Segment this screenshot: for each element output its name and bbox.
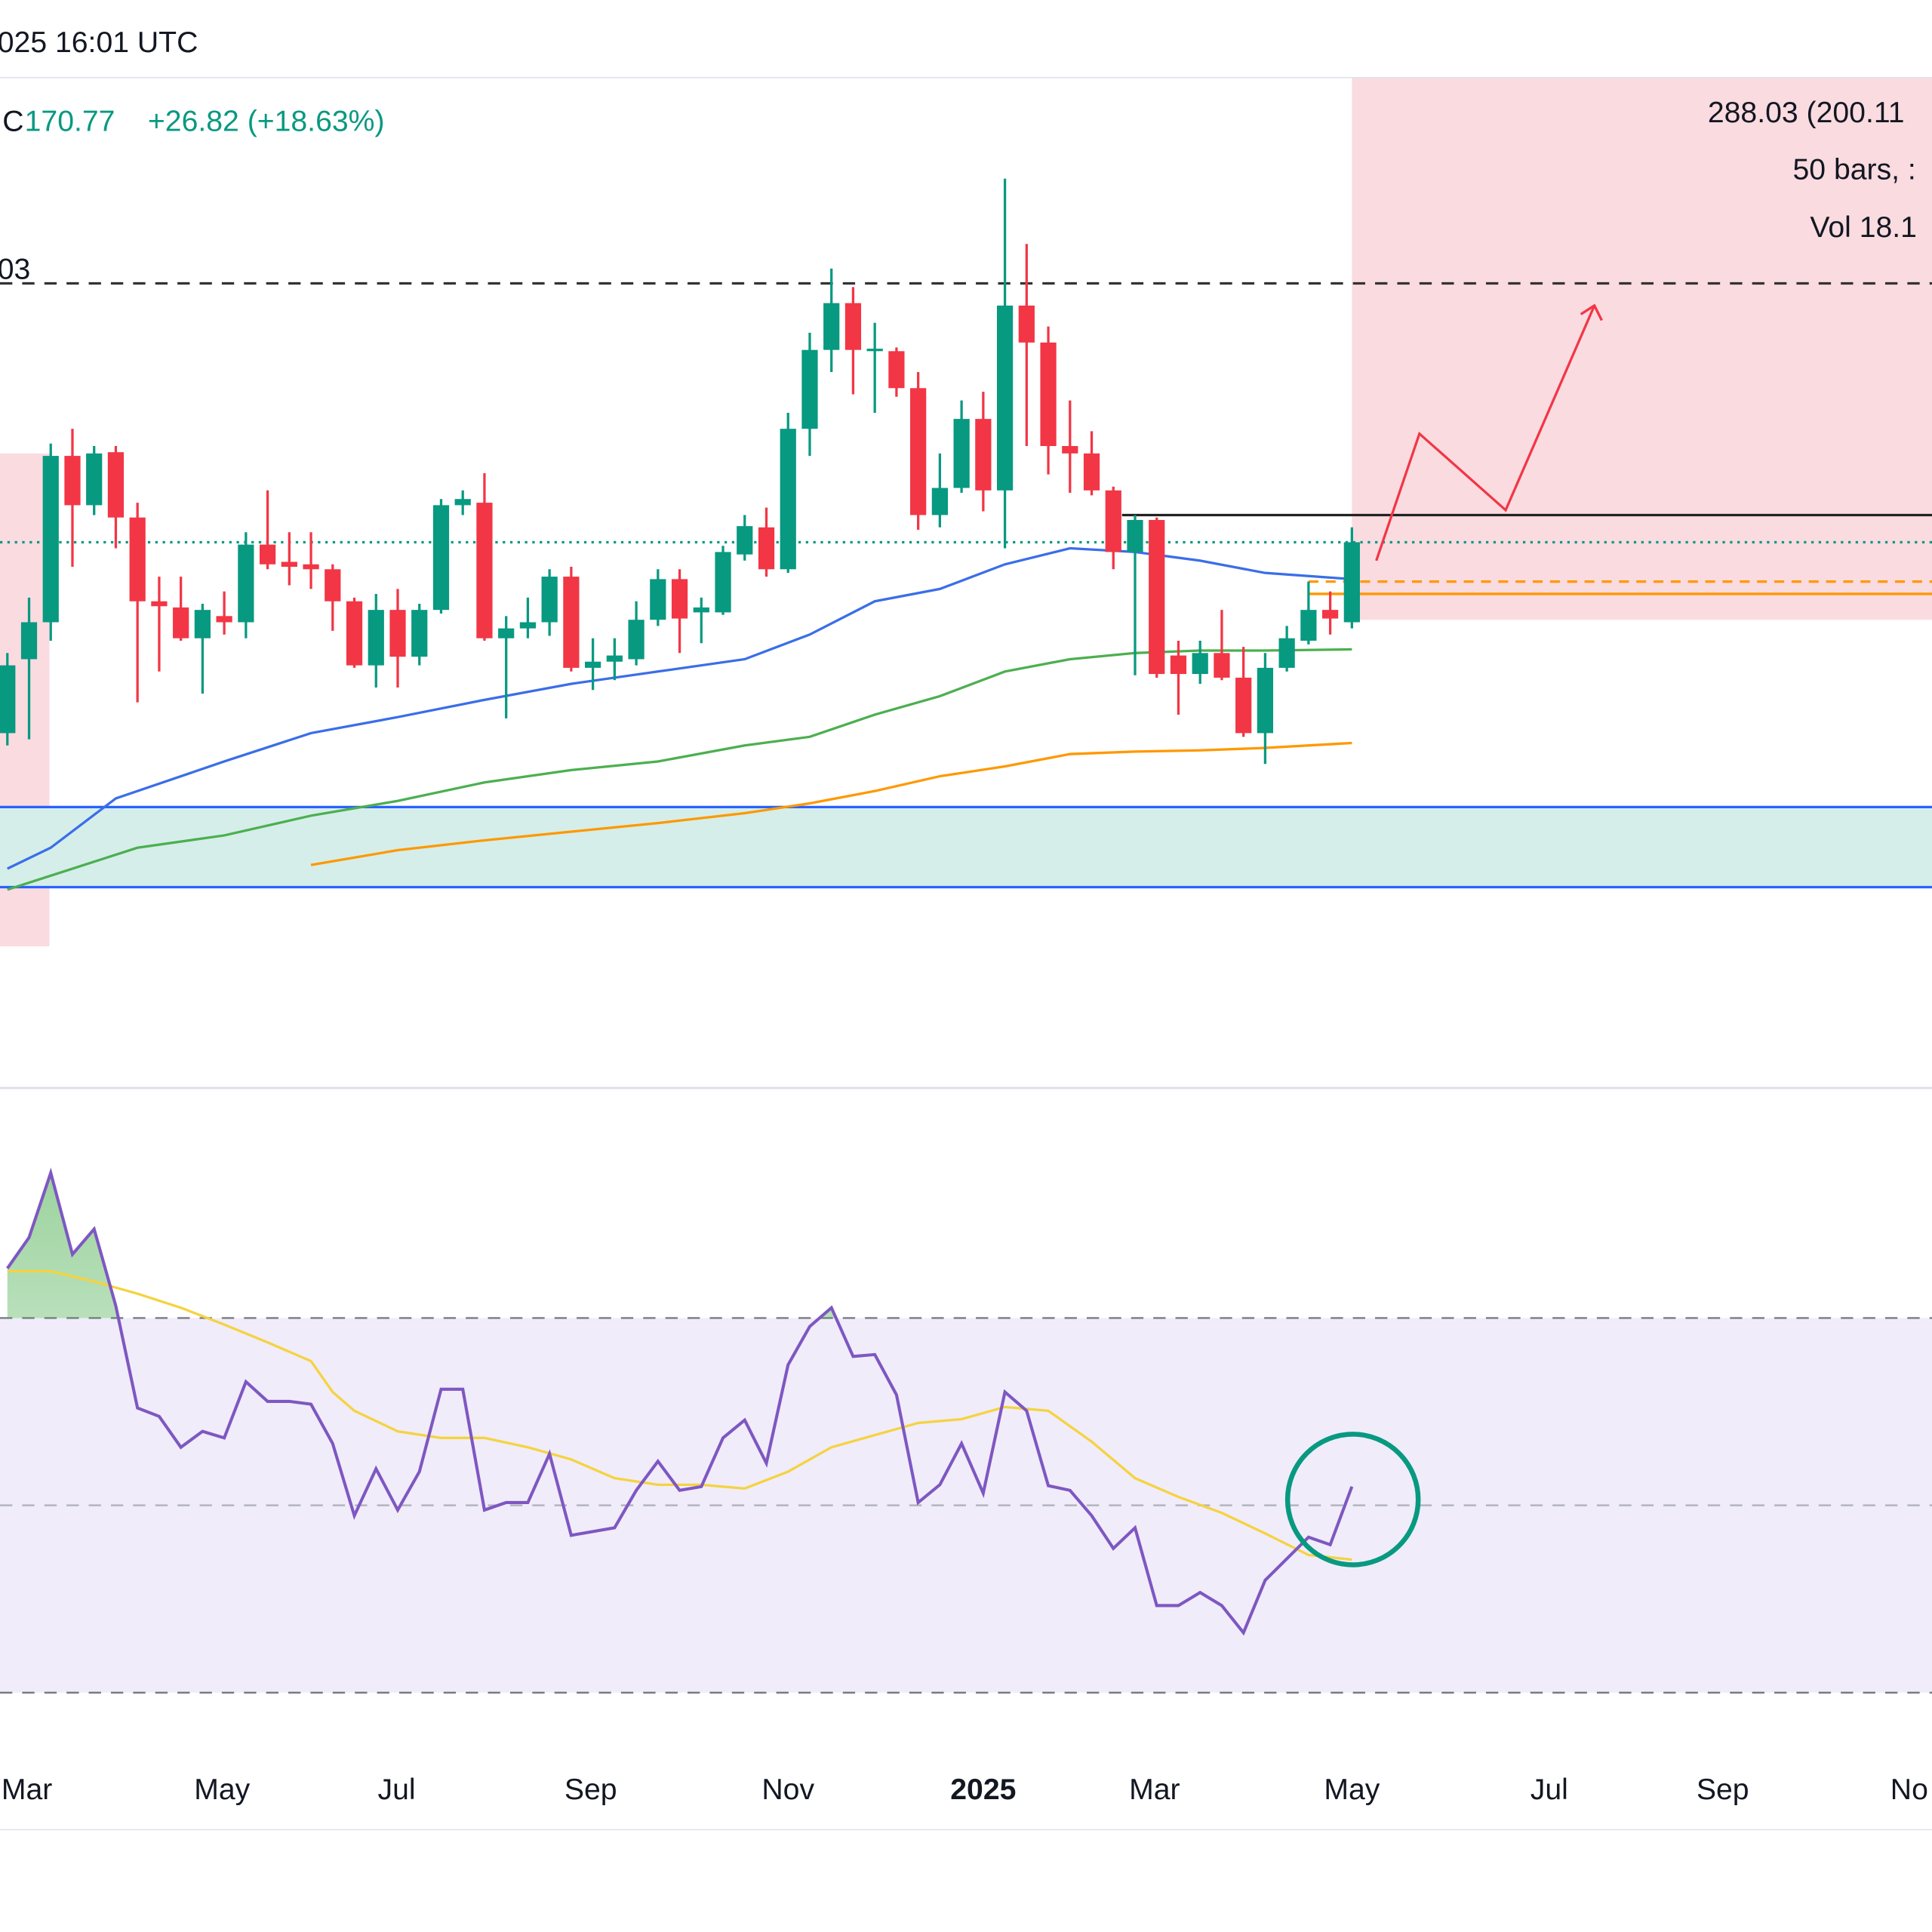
candle-body (931, 488, 948, 515)
candle-body (1343, 542, 1360, 623)
candle-body (844, 303, 862, 350)
support-zone (0, 807, 1932, 888)
candle-body (628, 620, 645, 660)
range-box (1352, 77, 1932, 620)
x-tick-label: Sep (1697, 1774, 1749, 1806)
candle-body (64, 456, 81, 506)
candle-body (325, 569, 341, 601)
candle-body (1127, 519, 1143, 552)
candle-body (1083, 453, 1100, 491)
candle-body (151, 601, 168, 607)
series-line (6, 1168, 1354, 1636)
candle-body (20, 622, 38, 660)
candle-body (953, 419, 970, 488)
candle-body (173, 607, 189, 638)
candle-body (780, 429, 796, 570)
level-label: 03 (0, 254, 30, 286)
x-tick-label: Nov (761, 1774, 814, 1806)
candle-body (910, 388, 927, 515)
candle-body (1192, 653, 1208, 675)
candle-body (1040, 342, 1057, 447)
candle-body (866, 349, 883, 352)
highlight-circle (1284, 1432, 1421, 1567)
candle-body (996, 305, 1014, 491)
candle-body (541, 577, 558, 623)
candle-body (107, 452, 125, 518)
background-layer (0, 77, 1932, 1693)
x-tick-label: Sep (565, 1774, 617, 1806)
candle-body (975, 419, 992, 491)
x-tick-label: May (1324, 1774, 1380, 1806)
series-line (7, 1269, 1352, 1561)
x-tick-label: Jul (378, 1774, 416, 1806)
candle-body (585, 661, 601, 668)
candle-body (476, 503, 493, 638)
candle-body (303, 564, 319, 570)
close-value: 170.77 (25, 106, 115, 138)
candle-body (1214, 653, 1230, 678)
candle-body (1170, 655, 1187, 675)
candle-body (346, 601, 363, 666)
measure-label: Vol 18.1 (1810, 211, 1917, 244)
candle-body (737, 526, 753, 555)
candle-body (1300, 610, 1317, 641)
projection-arrow (1375, 305, 1596, 561)
candle-body (563, 577, 580, 668)
x-tick-label: May (194, 1774, 250, 1806)
x-tick-label: Jul (1531, 1774, 1568, 1806)
x-tick-label: Mar (2, 1774, 52, 1806)
candle-body (823, 303, 840, 350)
candle-body (758, 527, 775, 570)
candle-body (411, 610, 428, 657)
candle-body (238, 544, 254, 623)
candle-body (693, 607, 709, 613)
candle-body (368, 610, 384, 666)
candle-body (1278, 638, 1295, 668)
candle-body (281, 561, 297, 568)
measure-label: 288.03 (200.11 (1708, 97, 1905, 129)
candle-body (888, 351, 905, 389)
candle-body (454, 499, 471, 506)
candle-body (0, 665, 16, 734)
candle-body (389, 610, 406, 657)
close-label: C (2, 106, 23, 138)
candle-body (259, 544, 276, 565)
candle-body (801, 349, 818, 429)
candle-body (1321, 610, 1339, 619)
change: +26.82 (+18.63%) (148, 106, 385, 138)
candle-body (216, 616, 232, 623)
x-tick-label: Mar (1129, 1774, 1180, 1806)
candle-body (42, 456, 59, 623)
plot-layer: Mar May Jul Sep Nov 2025 Mar May Jul Sep No (0, 178, 1932, 1806)
candle-body (671, 579, 688, 619)
candle-body (1235, 677, 1252, 734)
candle-body (1257, 667, 1274, 734)
candle-body (1018, 305, 1035, 343)
candle-body (194, 610, 211, 638)
candle-body (606, 655, 623, 662)
candle-body (715, 552, 731, 613)
candle-body (86, 453, 103, 506)
header-datetime: 025 16:01 UTC (0, 26, 198, 59)
candle-body (498, 628, 515, 638)
candle-body (1105, 490, 1121, 552)
arrow-head (1580, 303, 1603, 321)
candle-body (519, 622, 537, 629)
candle-body (432, 505, 450, 611)
x-tick-label: No (1890, 1774, 1928, 1806)
x-tick-label: 2025 (950, 1774, 1016, 1806)
candle-body (650, 579, 666, 620)
candle-body (1149, 519, 1165, 675)
measure-label: 50 bars, : (1793, 153, 1916, 186)
series-line (310, 741, 1352, 866)
candle-body (129, 517, 146, 601)
candle-body (1062, 446, 1078, 454)
